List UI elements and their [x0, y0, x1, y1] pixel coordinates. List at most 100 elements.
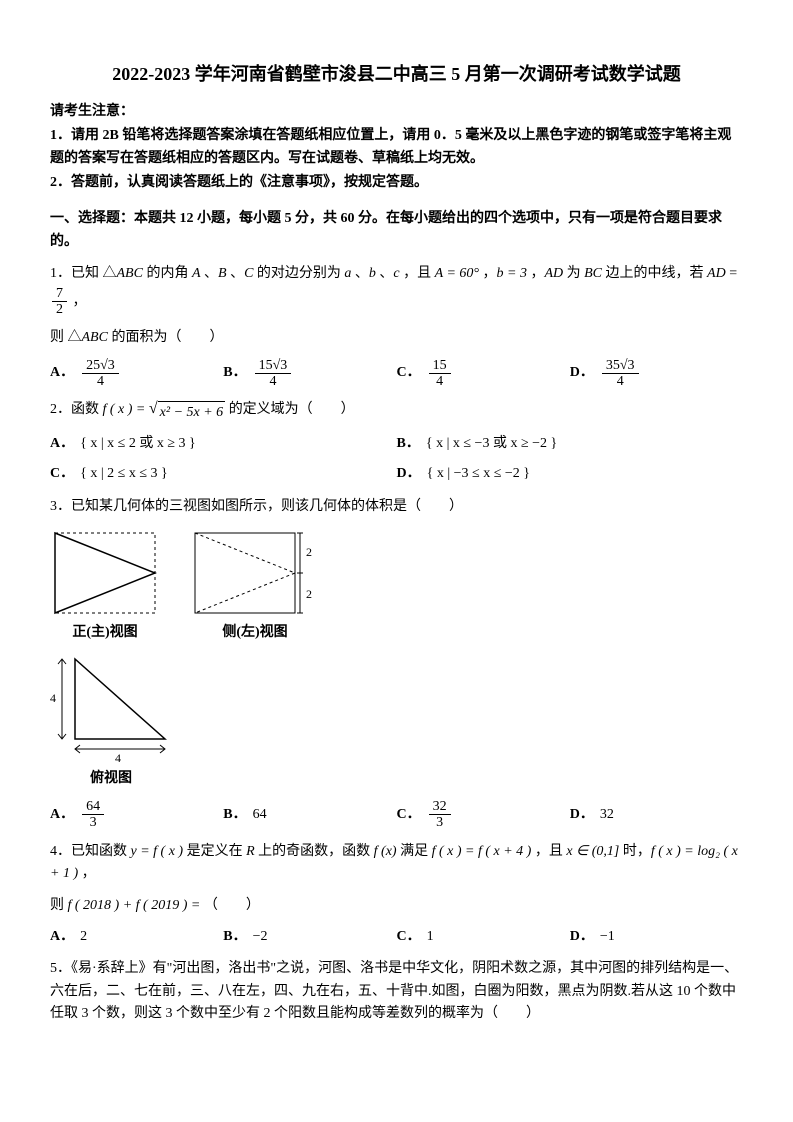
- q3-opt-b[interactable]: B．64: [223, 799, 396, 831]
- q1-beq: b = 3: [497, 266, 527, 281]
- q1-l2b: 的面积为（ ）: [108, 330, 224, 345]
- q1-t2: 的内角: [146, 266, 192, 281]
- sqrt-icon: √x² − 5x + 6: [149, 401, 225, 424]
- q1-t12: 边上的中线，若: [606, 266, 708, 281]
- q2-b: { x | x ≤ −3 或 x ≥ −2 }: [426, 433, 557, 455]
- q1-b-den: 4: [255, 374, 292, 389]
- q2-opt-c[interactable]: C． { x | 2 ≤ x ≤ 3 }: [50, 463, 397, 485]
- q2-options-row1: A．{ x | x ≤ 2 或 x ≥ 3 } B． { x | x ≤ −3 或…: [50, 433, 743, 455]
- side-view-col: 2 2 侧(左)视图: [190, 528, 320, 644]
- q1-abc2: ABC: [82, 330, 108, 345]
- q1-adfrac: 72: [52, 286, 67, 318]
- q4-opt-c[interactable]: C．1: [397, 926, 570, 948]
- q1-a-frac: 25√34: [82, 358, 119, 390]
- front-caption: 正(主)视图: [50, 622, 160, 644]
- q1-ad-den: 2: [52, 302, 67, 317]
- q4-c: 上的奇函数，函数: [258, 844, 374, 859]
- q4-a: 4．已知函数: [50, 844, 131, 859]
- q4-R: R: [246, 844, 255, 859]
- top-view-icon: 4 4: [50, 654, 180, 764]
- q1-A: A: [192, 266, 201, 281]
- q1-BC: BC: [584, 266, 602, 281]
- q1-a: a: [344, 266, 351, 281]
- side-view-icon: 2 2: [190, 528, 320, 618]
- q4-g: ，: [82, 866, 96, 881]
- q4-e: ，且: [535, 844, 567, 859]
- dim-4b: 4: [115, 751, 121, 764]
- q1-b-num: 15√3: [255, 358, 292, 374]
- q1-opt-a[interactable]: A．25√34: [50, 358, 223, 390]
- dim-4a: 4: [50, 691, 56, 705]
- q2-stem: 2．函数: [50, 402, 103, 417]
- label-b: B．: [397, 433, 420, 455]
- q4-c-val: 1: [427, 926, 434, 948]
- q1-t10: ，: [530, 266, 544, 281]
- q3-c-den: 3: [429, 815, 451, 830]
- question-2: 2．函数 f ( x ) = √x² − 5x + 6 的定义域为（ ）: [50, 399, 743, 424]
- q2-c: { x | 2 ≤ x ≤ 3 }: [80, 463, 168, 485]
- q1-t3: 、: [204, 266, 218, 281]
- q4-b-val: −2: [253, 926, 268, 948]
- q1-d-frac: 35√34: [602, 358, 639, 390]
- q4-opt-b[interactable]: B． −2: [223, 926, 396, 948]
- radical-symbol: √: [149, 401, 158, 417]
- question-4: 4．已知函数 y = f ( x ) 是定义在 R 上的奇函数，函数 f (x)…: [50, 841, 743, 886]
- q4-opt-a[interactable]: A． 2: [50, 926, 223, 948]
- q4-b: 是定义在: [187, 844, 247, 859]
- q3-a-num: 64: [82, 799, 104, 815]
- q3-opt-a[interactable]: A．643: [50, 799, 223, 831]
- q1-t11: 为: [567, 266, 585, 281]
- q1-text: 1．已知 △: [50, 266, 117, 281]
- dim-2b: 2: [306, 587, 312, 601]
- q2-opt-b[interactable]: B． { x | x ≤ −3 或 x ≥ −2 }: [397, 433, 744, 455]
- q1-Aeq: A = 60°: [435, 266, 479, 281]
- three-views-row: 正(主)视图 2 2 侧(左)视图: [50, 528, 743, 644]
- q3-opt-d[interactable]: D．32: [570, 799, 743, 831]
- label-c: C．: [50, 463, 74, 485]
- top-caption: 俯视图: [90, 768, 743, 790]
- q1-AD2: AD: [707, 266, 726, 281]
- q3-a-frac: 643: [82, 799, 104, 831]
- label-b: B．: [223, 362, 246, 384]
- q1-b-frac: 15√34: [255, 358, 292, 390]
- q3-a-den: 3: [82, 815, 104, 830]
- section-1-head: 一、选择题：本题共 12 小题，每小题 5 分，共 60 分。在每小题给出的四个…: [50, 208, 743, 253]
- q4-options: A． 2 B． −2 C．1 D．−1: [50, 926, 743, 948]
- q3-options: A．643 B．64 C．323 D．32: [50, 799, 743, 831]
- q1-abc: ABC: [117, 266, 143, 281]
- notice-2: 2．答题前，认真阅读答题纸上的《注意事项》，按规定答题。: [50, 172, 743, 194]
- q4-xin: x ∈ (0,1]: [566, 844, 619, 859]
- q2-under: x² − 5x + 6: [158, 401, 226, 424]
- q1-t7: 、: [379, 266, 393, 281]
- q1-a-num: 25√3: [82, 358, 119, 374]
- q3-b: 64: [253, 804, 267, 826]
- label-a: A．: [50, 926, 74, 948]
- dim-2a: 2: [306, 545, 312, 559]
- q2-stem-end: 的定义域为（ ）: [229, 402, 355, 417]
- q1-d-den: 4: [602, 374, 639, 389]
- q4-a-val: 2: [80, 926, 87, 948]
- q4-y: y = f ( x ): [131, 844, 184, 859]
- q1-c-frac: 154: [429, 358, 451, 390]
- q1-d-num: 35√3: [602, 358, 639, 374]
- q4-opt-d[interactable]: D．−1: [570, 926, 743, 948]
- q2-opt-a[interactable]: A．{ x | x ≤ 2 或 x ≥ 3 }: [50, 433, 397, 455]
- question-1-line2: 则 △ABC 的面积为（ ）: [50, 327, 743, 349]
- q1-opt-d[interactable]: D．35√34: [570, 358, 743, 390]
- front-view-icon: [50, 528, 160, 618]
- q1-opt-c[interactable]: C． 154: [397, 358, 570, 390]
- q1-l2a: 则 △: [50, 330, 82, 345]
- q1-opt-b[interactable]: B． 15√34: [223, 358, 396, 390]
- label-b: B．: [223, 926, 246, 948]
- question-5: 5．《易·系辞上》有"河出图，洛出书"之说，河图、洛书是中华文化，阴阳术数之源，…: [50, 958, 743, 1025]
- label-c: C．: [397, 362, 421, 384]
- q1-a-den: 4: [82, 374, 119, 389]
- question-1: 1．已知 △ABC 的内角 A 、B 、C 的对边分别为 a 、b 、c ，且 …: [50, 263, 743, 317]
- q1-C: C: [244, 266, 253, 281]
- q3-opt-c[interactable]: C．323: [397, 799, 570, 831]
- q2-opt-d[interactable]: D．{ x | −3 ≤ x ≤ −2 }: [397, 463, 744, 485]
- q1-t13: ，: [73, 294, 87, 309]
- label-d: D．: [570, 804, 594, 826]
- q4-l2a: 则: [50, 898, 68, 913]
- q1-c: c: [393, 266, 399, 281]
